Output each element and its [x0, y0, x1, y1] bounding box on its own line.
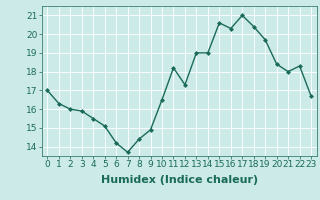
X-axis label: Humidex (Indice chaleur): Humidex (Indice chaleur) [100, 175, 258, 185]
